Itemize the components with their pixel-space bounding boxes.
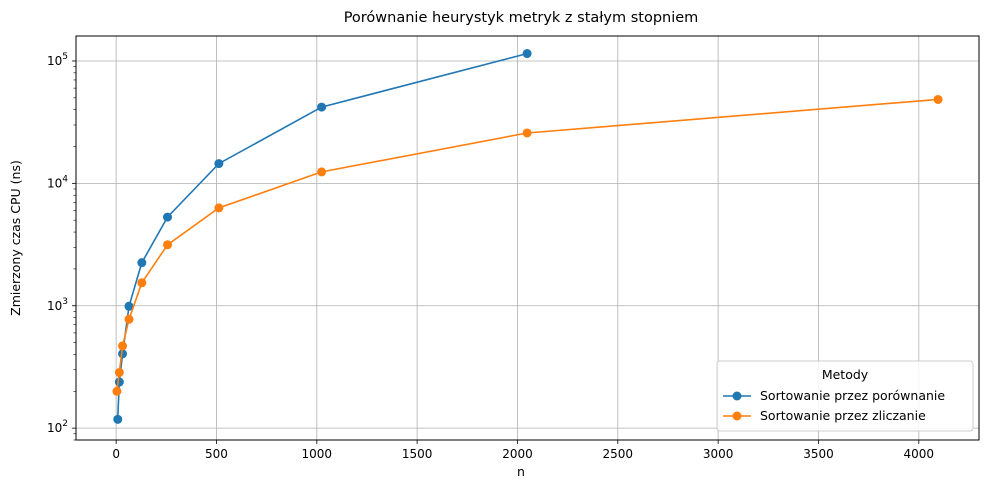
data-point [163,212,173,222]
data-point [124,301,134,311]
x-tick-label: 0 [112,447,120,461]
y-tick-label: 105 [47,52,68,68]
data-point [163,240,173,250]
legend-box [716,360,974,432]
legend-title: Metody [822,367,869,382]
data-point [112,386,122,396]
data-point [137,278,147,288]
series-layer [112,49,943,424]
y-tick-label: 102 [47,419,68,435]
data-point [317,167,327,177]
data-point [214,203,224,213]
x-tick-label: 4000 [904,447,935,461]
x-axis-title: n [517,464,525,479]
x-axis: 0 500 1000 1500 2000 2500 3000 3500 4000 [112,440,934,461]
data-point [214,159,224,169]
plot-frame [75,35,980,441]
data-point [113,414,123,424]
y-axis: 102 103 104 105 [47,52,76,441]
legend: Metody Sortowanie przez porównanie Sorto… [716,360,974,432]
x-tick-label: 3500 [803,447,834,461]
y-tick-label: 103 [47,297,68,313]
legend-marker-0 [732,391,742,401]
y-tick-label: 104 [47,174,68,190]
legend-label-0: Sortowanie przez porównanie [760,388,945,403]
y-axis-title: Zmierzony czas CPU (ns) [8,160,23,316]
data-point [522,49,532,59]
series-1 [112,94,943,396]
data-point [114,377,124,387]
x-tick-label: 1500 [402,447,433,461]
data-point [933,94,943,104]
data-point [114,367,124,377]
series-0 [113,49,532,424]
x-tick-label: 2000 [502,447,533,461]
x-tick-label: 1000 [302,447,333,461]
data-point [118,341,128,351]
series-line [116,98,939,392]
x-tick-label: 3000 [703,447,734,461]
data-point [124,314,134,324]
chart-title: Porównanie heurystyk metryk z stałym sto… [344,10,699,26]
data-point [317,102,327,112]
x-tick-label: 2500 [603,447,634,461]
data-point [118,349,128,359]
x-tick-label: 500 [205,447,228,461]
data-point [522,128,532,138]
data-point [137,258,147,268]
legend-label-1: Sortowanie przez zliczanie [760,408,926,423]
legend-marker-1 [732,411,742,421]
